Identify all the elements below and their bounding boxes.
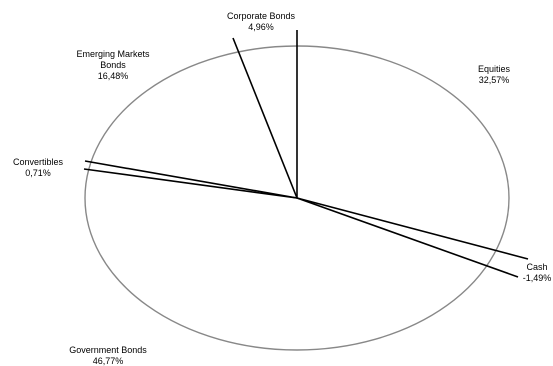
pie-slices: [83, 30, 529, 351]
cash-value: -1,49%: [523, 273, 552, 283]
spoke-government-convertibles: [83, 168, 298, 199]
government-bonds-value: 46,77%: [93, 356, 124, 366]
equities-value: 32,57%: [479, 75, 510, 85]
spoke-equities-cash: [296, 197, 529, 260]
spoke-convertibles-emerging: [84, 160, 298, 199]
emerging-markets-bonds-name-line1: Emerging Markets: [76, 49, 150, 59]
convertibles-name: Convertibles: [13, 157, 64, 167]
cash-name: Cash: [526, 262, 547, 272]
convertibles-value: 0,71%: [25, 168, 51, 178]
equities-name: Equities: [478, 64, 511, 74]
emerging-markets-bonds-value: 16,48%: [98, 71, 129, 81]
spoke-emerging-corporate: [232, 37, 298, 199]
emerging-markets-bonds-name-line2: Bonds: [100, 60, 126, 70]
government-bonds-name: Government Bonds: [69, 345, 147, 355]
spoke-cash-government: [296, 197, 519, 278]
corporate-bonds-value: 4,96%: [248, 22, 274, 32]
corporate-bonds-name: Corporate Bonds: [227, 11, 296, 21]
